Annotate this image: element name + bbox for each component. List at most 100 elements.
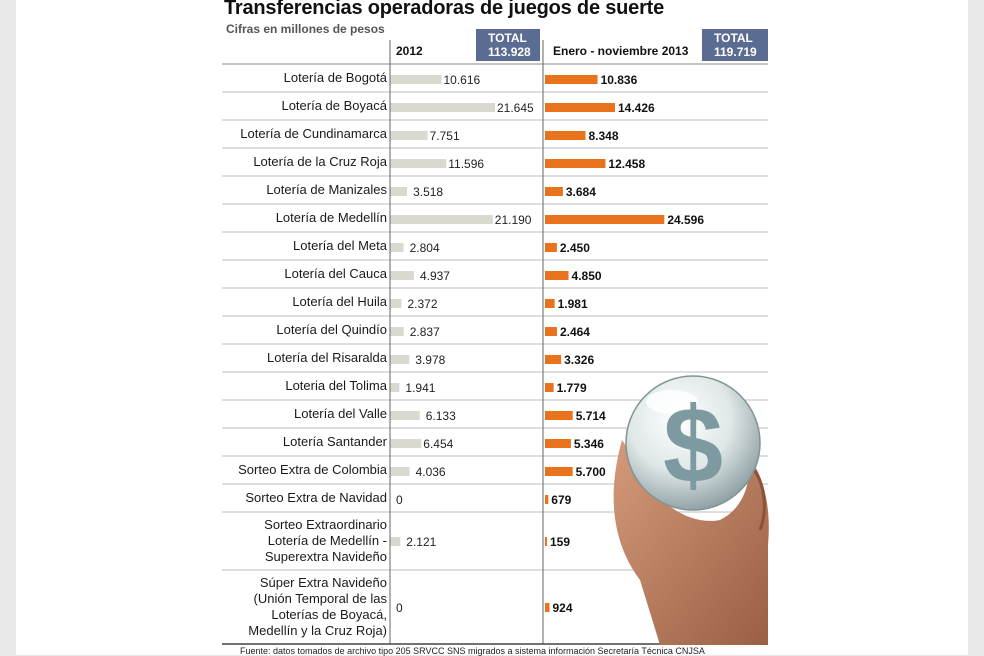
column-header-2013: Enero - noviembre 2013: [553, 44, 689, 58]
bar-2012: [390, 159, 447, 168]
value-label-2013: 14.426: [618, 101, 655, 115]
category-label: Loteria del Tolima: [285, 378, 387, 393]
dollar-globe-in-hand-icon: $: [613, 375, 769, 645]
value-label-2013: 1.981: [558, 297, 588, 311]
value-label-2013: 12.458: [608, 157, 645, 171]
value-label-2012: 0: [396, 601, 403, 615]
bar-2013: [545, 537, 547, 546]
chart-subtitle: Cifras en millones de pesos: [226, 22, 385, 36]
bar-2013: [545, 103, 615, 112]
bar-2012: [390, 103, 495, 112]
value-label-2012: 3.518: [413, 185, 443, 199]
total-value-2012: 113.928: [488, 45, 531, 59]
bar-2013: [545, 467, 573, 476]
value-label-2013: 5.346: [574, 437, 604, 451]
total-value-2013: 119.719: [714, 45, 757, 59]
bar-2013: [545, 271, 569, 280]
bar-2013: [545, 411, 573, 420]
value-label-2013: 3.326: [564, 353, 594, 367]
category-label: Lotería del Risaralda: [267, 350, 388, 365]
bar-2012: [390, 383, 400, 392]
value-label-2013: 4.850: [572, 269, 602, 283]
category-label: Súper Extra Navideño: [260, 575, 387, 590]
bar-2012: [390, 243, 404, 252]
value-label-2013: 2.450: [560, 241, 590, 255]
bar-2012: [390, 467, 410, 476]
value-label-2013: 5.714: [576, 409, 606, 423]
value-label-2012: 4.036: [416, 465, 446, 479]
total-label-2013: TOTAL: [714, 31, 753, 45]
value-label-2012: 2.121: [406, 535, 436, 549]
value-label-2013: 8.348: [588, 129, 618, 143]
bar-2013: [545, 187, 563, 196]
value-label-2012: 1.941: [405, 381, 435, 395]
bar-2012: [390, 75, 442, 84]
bar-2013: [545, 215, 665, 224]
value-label-2012: 21.645: [497, 101, 534, 115]
value-label-2012: 2.372: [408, 297, 438, 311]
value-label-2012: 2.837: [410, 325, 440, 339]
value-label-2012: 21.190: [495, 213, 532, 227]
bar-2013: [545, 299, 555, 308]
bar-2012: [390, 537, 401, 546]
category-label: Lotería de Boyacá: [281, 98, 387, 113]
bar-2013: [545, 355, 562, 364]
value-label-2012: 4.937: [420, 269, 450, 283]
category-label: Lotería del Meta: [293, 238, 388, 253]
bar-2013: [545, 327, 557, 336]
bar-2013: [545, 603, 550, 612]
value-label-2012: 6.133: [426, 409, 456, 423]
category-label: Lotería de la Cruz Roja: [253, 154, 387, 169]
bar-2012: [390, 355, 410, 364]
category-label: (Unión Temporal de las: [254, 591, 388, 606]
category-label: Lotería de Manizales: [266, 182, 387, 197]
bar-2013: [545, 75, 598, 84]
category-label: Sorteo Extra de Navidad: [245, 490, 387, 505]
chart-title: Transferencias operadoras de juegos de s…: [224, 0, 665, 19]
bar-2013: [545, 131, 586, 140]
total-box-2013: TOTAL 119.719: [702, 29, 768, 61]
value-label-2013: 24.596: [667, 213, 704, 227]
category-label: Lotería del Valle: [294, 406, 387, 421]
category-label: Lotería del Cauca: [284, 266, 387, 281]
category-label: Superextra Navideño: [265, 549, 387, 564]
value-label-2012: 10.616: [443, 73, 480, 87]
column-header-2012: 2012: [396, 44, 423, 58]
bar-2013: [545, 243, 557, 252]
value-label-2012: 7.751: [430, 129, 460, 143]
value-label-2013: 924: [552, 601, 572, 615]
bar-2012: [390, 215, 493, 224]
category-label: Lotería del Quindío: [276, 322, 387, 337]
value-label-2013: 3.684: [566, 185, 596, 199]
value-label-2012: 3.978: [415, 353, 445, 367]
bar-2012: [390, 271, 414, 280]
value-label-2013: 159: [550, 535, 570, 549]
value-label-2013: 2.464: [560, 325, 590, 339]
category-label: Lotería de Medellín: [276, 210, 387, 225]
category-label: Lotería Santander: [283, 434, 388, 449]
total-label-2012: TOTAL: [488, 31, 527, 45]
value-label-2013: 5.700: [576, 465, 606, 479]
category-label: Lotería de Bogotá: [284, 70, 388, 85]
total-box-2012: TOTAL 113.928: [476, 29, 540, 61]
source-footnote: Fuente: datos tomados de archivo tipo 20…: [240, 646, 705, 656]
value-label-2012: 2.804: [410, 241, 440, 255]
category-label: Sorteo Extra de Colombia: [238, 462, 388, 477]
value-label-2013: 10.836: [601, 73, 638, 87]
bar-2013: [545, 495, 549, 504]
bar-2012: [390, 411, 420, 420]
value-label-2013: 1.779: [557, 381, 587, 395]
category-label: Loterías de Boyacá,: [271, 607, 387, 622]
category-label: Lotería de Cundinamarca: [240, 126, 387, 141]
bar-2012: [390, 187, 408, 196]
category-label: Medellín y la Cruz Roja): [248, 623, 387, 638]
category-label: Sorteo Extraordinario: [264, 517, 387, 532]
bar-2013: [545, 159, 606, 168]
bar-2012: [390, 299, 402, 308]
bar-2012: [390, 439, 422, 448]
value-label-2012: 0: [396, 493, 403, 507]
bar-2012: [390, 131, 428, 140]
svg-text:$: $: [663, 384, 723, 505]
bar-2013: [545, 383, 554, 392]
